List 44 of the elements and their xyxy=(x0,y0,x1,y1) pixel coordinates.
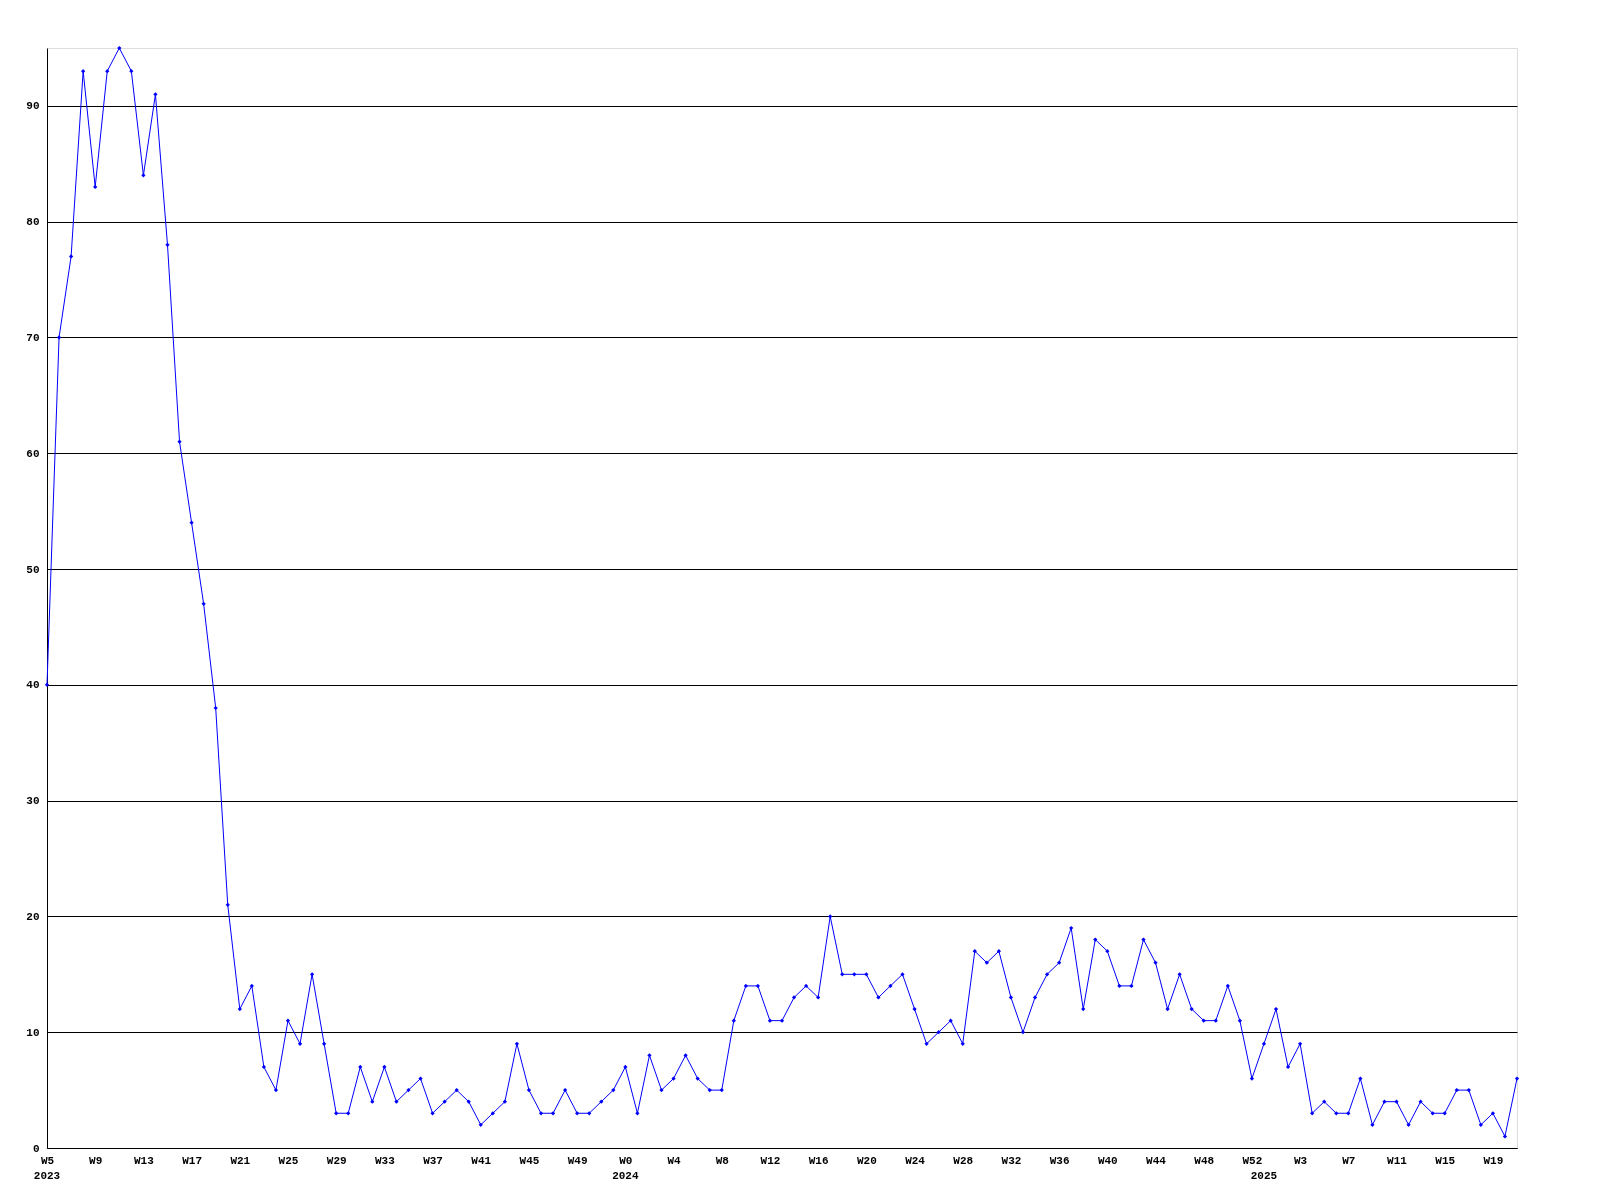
y-tick-label: 70 xyxy=(26,331,40,344)
x-tick-label: W32 xyxy=(1001,1154,1022,1167)
x-tick-label: W9 xyxy=(89,1154,103,1167)
x-tick-label: W41 xyxy=(471,1154,492,1167)
x-tick-label: W28 xyxy=(953,1154,974,1167)
x-tick-label: W4 xyxy=(667,1154,682,1167)
text: 2024 xyxy=(612,1170,639,1182)
x-tick-label: W16 xyxy=(808,1154,829,1167)
x-tick-label: W29 xyxy=(326,1154,347,1167)
x-tick-label: W17 xyxy=(182,1154,202,1167)
x-tick-label: W33 xyxy=(374,1154,396,1167)
y-tick-label: 20 xyxy=(26,910,40,923)
y-tick-label: 0 xyxy=(32,1142,40,1155)
y-tick-label: 40 xyxy=(26,679,40,692)
x-tick-label: W21 xyxy=(230,1154,251,1167)
x-tick-label: W15 xyxy=(1435,1154,1456,1167)
x-tick-label: W36 xyxy=(1049,1154,1070,1167)
x-tick-label: W13 xyxy=(133,1154,155,1167)
x-tick-label: W52 xyxy=(1242,1154,1263,1167)
x-tick-label: W25 xyxy=(278,1154,299,1167)
x-tick-label: W37 xyxy=(423,1154,443,1167)
x-tick-label: W0 xyxy=(619,1154,633,1167)
x-tick-label: W19 xyxy=(1483,1154,1504,1167)
x-tick-label: W8 xyxy=(715,1154,730,1167)
x-tick-label: W44 xyxy=(1146,1154,1167,1167)
y-tick-label: 90 xyxy=(26,100,40,113)
y-tick-label: 30 xyxy=(26,795,40,808)
x-tick-label: W11 xyxy=(1387,1154,1408,1167)
x-tick-label: W45 xyxy=(519,1154,540,1167)
x-tick-label: W48 xyxy=(1194,1154,1215,1167)
text: 2023 xyxy=(33,1170,61,1182)
y-tick-label: 80 xyxy=(26,216,40,229)
x-tick-label: W12 xyxy=(760,1154,781,1167)
x-tick-label: W49 xyxy=(567,1154,588,1167)
x-tick-label: W7 xyxy=(1342,1154,1356,1167)
x-tick-label: W40 xyxy=(1097,1154,1118,1167)
y-tick-label: 10 xyxy=(26,1026,40,1039)
x-tick-label: W3 xyxy=(1294,1154,1308,1167)
x-tick-label: W5 xyxy=(40,1154,55,1167)
y-tick-label: 60 xyxy=(26,447,40,460)
text: 2025 xyxy=(1250,1170,1278,1182)
x-tick-label: W24 xyxy=(905,1154,926,1167)
y-tick-label: 50 xyxy=(26,563,40,576)
x-tick-label: W20 xyxy=(856,1154,877,1167)
